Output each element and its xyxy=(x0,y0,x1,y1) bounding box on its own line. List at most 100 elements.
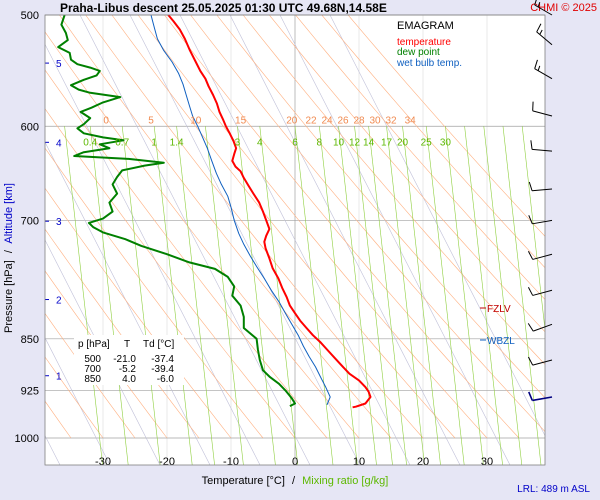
dew-point-line xyxy=(57,15,296,407)
temperature-tick-label: 0 xyxy=(292,456,298,468)
temperature-tick-label: 30 xyxy=(481,456,493,468)
moist-adiabat-line xyxy=(45,337,111,465)
wind-barb xyxy=(527,323,553,332)
dry-adiabat-line xyxy=(59,15,392,439)
y-axis-label-sep: / xyxy=(3,249,15,253)
mixing-ratio-line xyxy=(153,126,193,465)
x-axis-label-mix: Mixing ratio [g/kg] xyxy=(302,475,388,487)
mixing-ratio-line xyxy=(64,126,103,465)
mixing-ratio-line xyxy=(368,126,407,465)
table-header-p: p [hPa] xyxy=(78,339,110,350)
moist-adiabats xyxy=(45,15,545,465)
pressure-tick-label: 500 xyxy=(21,10,39,22)
mixing-ratio-line xyxy=(205,126,244,465)
moist-adiabat-line xyxy=(179,15,411,465)
dry-adiabat-line xyxy=(242,15,545,365)
mixing-ratio-label: 8 xyxy=(317,137,323,148)
moist-adiabat-line xyxy=(129,15,361,465)
mixing-ratio-line xyxy=(121,126,161,465)
mixing-ratio-line xyxy=(176,126,215,465)
mixing-ratio-line xyxy=(354,126,393,465)
altitude-tick-label: 1 xyxy=(56,372,62,383)
dry-adiabat-label: 10 xyxy=(190,115,202,126)
wet-bulb-zero-marker: WBZL xyxy=(480,336,515,347)
temperature-tick-label: -10 xyxy=(223,456,239,468)
wind-barb xyxy=(530,140,553,152)
dry-adiabat-label: 34 xyxy=(405,115,417,126)
mixing-ratio-line xyxy=(483,126,523,465)
temperature-tick-label: 10 xyxy=(353,456,365,468)
pressure-tick-label: 700 xyxy=(21,215,39,227)
mixing-ratio-lines xyxy=(64,126,545,465)
summary-table: p [hPa] T Td [°C] 500 -21.0 -37.4 700 -5… xyxy=(74,335,184,385)
y-axis-label-pressure: Pressure [hPa] xyxy=(3,260,15,333)
legend-item-wet-bulb: wet bulb temp. xyxy=(396,58,462,69)
table-cell: 850 xyxy=(84,374,101,385)
legend-heading: EMAGRAM xyxy=(397,20,454,32)
mixing-ratio-line xyxy=(402,126,441,465)
pressure-tick-label: 1000 xyxy=(15,433,39,445)
dry-adiabat-line xyxy=(45,31,360,439)
fzlv-label: FZLV xyxy=(487,304,511,315)
x-axis-title: Temperature [°C] / Mixing ratio [g/kg] xyxy=(202,475,389,487)
lrl-text: LRL: 489 m ASL xyxy=(517,484,590,495)
mixing-ratio-label: 30 xyxy=(440,137,452,148)
mixing-ratio-label: 6 xyxy=(292,137,298,148)
temperature-tick-label: -30 xyxy=(95,456,111,468)
table-cell: 4.0 xyxy=(122,374,136,385)
mixing-ratio-label: 10 xyxy=(333,137,345,148)
copyright-text: CHMI © 2025 xyxy=(530,2,597,14)
table-header-td: Td [°C] xyxy=(143,339,174,350)
table-cell: 700 xyxy=(84,364,101,375)
x-axis-label-temp: Temperature [°C] xyxy=(202,475,285,487)
dry-adiabat-line xyxy=(347,15,545,237)
mixing-ratio-label: 1 xyxy=(151,137,157,148)
temperature-tick-label: 20 xyxy=(417,456,429,468)
dry-adiabat-label: 32 xyxy=(385,115,397,126)
dry-adiabat-line xyxy=(190,15,545,433)
mixing-ratio-line xyxy=(338,126,377,465)
legend-item-dew-point: dew point xyxy=(397,47,440,58)
mixing-ratio-label: 0.7 xyxy=(115,137,129,148)
dry-adiabat-line xyxy=(45,69,328,439)
dry-adiabat-label: 15 xyxy=(235,115,247,126)
altitude-tick-label: 2 xyxy=(56,296,62,307)
table-cell: 500 xyxy=(84,354,101,365)
legend-item-temperature: temperature xyxy=(397,37,451,48)
dry-adiabat-line xyxy=(45,187,232,439)
dry-adiabat-line xyxy=(137,15,488,439)
dry-adiabat-label: 5 xyxy=(148,115,154,126)
altitude-tick-label: 4 xyxy=(56,138,62,149)
table-header-t: T xyxy=(124,339,130,350)
wbzl-label: WBZL xyxy=(487,336,515,347)
dry-adiabat-line xyxy=(216,15,545,399)
dry-adiabat-line xyxy=(111,15,456,439)
pressure-tick-label: 600 xyxy=(21,121,39,133)
temperature-tick-label: -20 xyxy=(159,456,175,468)
mixing-ratio-line xyxy=(445,126,484,465)
x-axis-label-sep: / xyxy=(292,475,296,487)
wind-barb xyxy=(527,251,553,260)
moist-adiabat-line xyxy=(45,239,161,465)
chart-title: Praha-Libus descent 25.05.2025 01:30 UTC… xyxy=(60,1,387,15)
dry-adiabat-label: 24 xyxy=(321,115,333,126)
table-cell: -5.2 xyxy=(119,364,137,375)
mixing-ratio-line xyxy=(425,126,465,465)
mixing-ratio-line xyxy=(237,126,276,465)
wind-barb xyxy=(532,101,553,117)
mixing-ratio-line xyxy=(386,126,425,465)
freezing-level-marker: FZLV xyxy=(480,304,511,315)
table-cell: -37.4 xyxy=(151,354,174,365)
dry-adiabat-label: 22 xyxy=(305,115,317,126)
moist-adiabat-line xyxy=(45,141,211,465)
mixing-ratio-label: 12 xyxy=(349,137,361,148)
altitude-tick-label: 3 xyxy=(56,217,62,228)
summary-table-bg xyxy=(74,335,184,385)
dry-adiabat-line xyxy=(269,15,545,333)
mixing-ratio-line xyxy=(521,126,545,333)
mixing-ratio-line xyxy=(502,126,542,465)
mixing-ratio-line xyxy=(319,126,358,465)
dry-adiabat-label: 20 xyxy=(286,115,298,126)
table-cell: -21.0 xyxy=(113,354,136,365)
